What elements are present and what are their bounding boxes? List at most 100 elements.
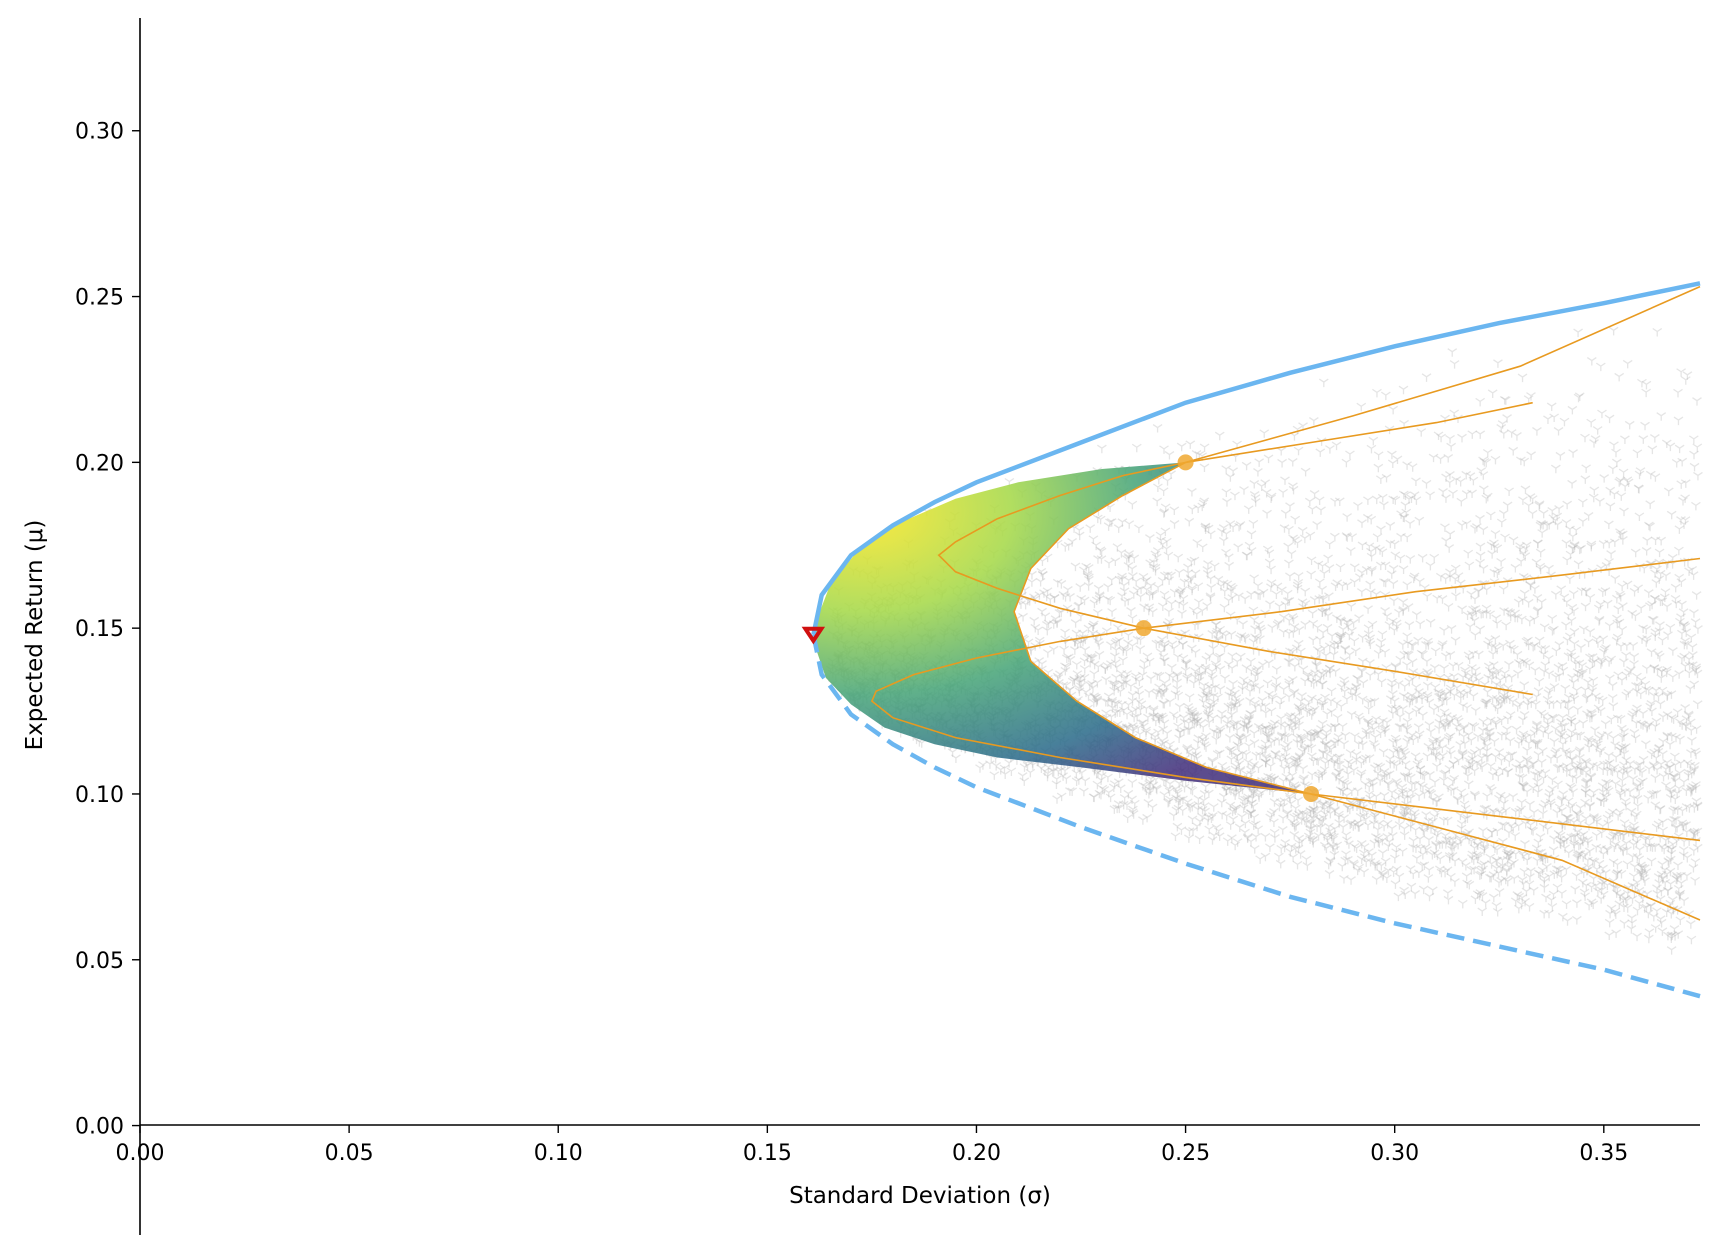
portfolio-point bbox=[1207, 674, 1218, 684]
portfolio-point bbox=[1117, 572, 1127, 582]
portfolio-point bbox=[1056, 608, 1067, 618]
portfolio-point bbox=[1310, 669, 1320, 678]
portfolio-point bbox=[1504, 660, 1514, 670]
portfolio-point bbox=[1421, 373, 1432, 382]
portfolio-point bbox=[1615, 746, 1625, 756]
portfolio-point bbox=[1380, 607, 1390, 616]
portfolio-point bbox=[1421, 811, 1431, 820]
portfolio-point bbox=[1322, 750, 1332, 759]
portfolio-point bbox=[1117, 700, 1127, 710]
portfolio-point bbox=[1316, 701, 1327, 711]
portfolio-point bbox=[1153, 483, 1163, 492]
portfolio-point bbox=[1475, 558, 1485, 568]
portfolio-point bbox=[1614, 478, 1625, 487]
portfolio-point bbox=[1470, 631, 1481, 640]
portfolio-point bbox=[1424, 788, 1435, 798]
portfolio-point bbox=[1648, 615, 1659, 625]
portfolio-point bbox=[1309, 490, 1320, 499]
portfolio-point bbox=[1428, 737, 1438, 747]
portfolio-point bbox=[1080, 777, 1091, 786]
portfolio-point bbox=[1329, 723, 1340, 732]
portfolio-point bbox=[1398, 385, 1409, 395]
portfolio-point bbox=[1518, 549, 1529, 559]
portfolio-point bbox=[1111, 646, 1122, 655]
portfolio-point bbox=[1595, 362, 1606, 372]
portfolio-point bbox=[1475, 542, 1486, 552]
portfolio-point bbox=[1576, 643, 1586, 653]
portfolio-point bbox=[1205, 530, 1216, 539]
portfolio-point bbox=[1548, 846, 1559, 855]
x-tick-label: 0.35 bbox=[1579, 1141, 1628, 1166]
portfolio-point bbox=[1481, 458, 1492, 468]
portfolio-point bbox=[1585, 847, 1595, 857]
portfolio-point bbox=[1481, 494, 1492, 504]
portfolio-point bbox=[1264, 732, 1274, 741]
portfolio-point bbox=[1531, 693, 1542, 702]
portfolio-point bbox=[1570, 660, 1581, 669]
portfolio-point bbox=[1555, 831, 1566, 841]
portfolio-point bbox=[1318, 814, 1329, 823]
portfolio-point bbox=[1407, 658, 1418, 667]
portfolio-point bbox=[1372, 533, 1383, 542]
portfolio-point bbox=[1653, 820, 1664, 830]
portfolio-point bbox=[1656, 674, 1667, 683]
portfolio-point bbox=[1512, 891, 1523, 900]
portfolio-point bbox=[1266, 725, 1277, 735]
portfolio-point bbox=[1284, 678, 1294, 687]
portfolio-point bbox=[1265, 600, 1275, 609]
portfolio-point bbox=[1257, 696, 1268, 706]
portfolio-point bbox=[1391, 848, 1402, 857]
portfolio-point bbox=[1306, 824, 1317, 834]
portfolio-point bbox=[1688, 571, 1699, 580]
portfolio-point bbox=[1680, 376, 1691, 385]
portfolio-point bbox=[1483, 752, 1493, 762]
portfolio-point bbox=[1493, 359, 1503, 368]
portfolio-point bbox=[1170, 832, 1181, 841]
portfolio-point bbox=[1256, 702, 1266, 712]
portfolio-point bbox=[1594, 734, 1605, 743]
portfolio-point bbox=[1476, 870, 1487, 880]
portfolio-point bbox=[1663, 843, 1674, 853]
portfolio-point bbox=[1364, 783, 1375, 792]
portfolio-point bbox=[1677, 629, 1687, 639]
portfolio-point bbox=[1537, 747, 1548, 756]
portfolio-point bbox=[1034, 636, 1045, 646]
portfolio-point bbox=[1640, 836, 1651, 845]
x-tick-label: 0.15 bbox=[743, 1141, 792, 1166]
portfolio-point bbox=[1184, 706, 1194, 715]
portfolio-point bbox=[1266, 579, 1277, 588]
portfolio-point bbox=[1686, 935, 1697, 945]
portfolio-point bbox=[1163, 798, 1173, 808]
portfolio-point bbox=[1657, 860, 1668, 870]
portfolio-point bbox=[1249, 761, 1259, 770]
portfolio-point bbox=[1471, 672, 1482, 681]
portfolio-point bbox=[1317, 769, 1327, 778]
portfolio-point bbox=[1438, 816, 1449, 826]
portfolio-point bbox=[1588, 814, 1599, 824]
portfolio-point bbox=[1660, 588, 1671, 597]
portfolio-point bbox=[1480, 699, 1490, 709]
portfolio-point bbox=[1446, 625, 1457, 634]
portfolio-point bbox=[1134, 697, 1144, 707]
portfolio-point bbox=[1269, 775, 1279, 785]
portfolio-point bbox=[1379, 768, 1390, 777]
portfolio-point bbox=[1612, 594, 1622, 604]
portfolio-point bbox=[1135, 706, 1146, 715]
portfolio-point bbox=[1249, 739, 1260, 748]
portfolio-point bbox=[1674, 525, 1685, 534]
portfolio-point bbox=[1505, 849, 1516, 859]
portfolio-point bbox=[1467, 750, 1478, 760]
portfolio-point bbox=[1265, 762, 1276, 771]
portfolio-point bbox=[1665, 623, 1676, 633]
portfolio-point bbox=[1279, 797, 1290, 806]
portfolio-point bbox=[1669, 805, 1680, 814]
portfolio-point bbox=[1187, 786, 1198, 796]
portfolio-point bbox=[1418, 885, 1429, 895]
portfolio-point bbox=[1419, 827, 1430, 837]
portfolio-point bbox=[1553, 830, 1564, 839]
portfolio-point bbox=[1291, 821, 1302, 831]
portfolio-point bbox=[1176, 588, 1186, 597]
portfolio-point bbox=[1204, 718, 1214, 728]
portfolio-point bbox=[1215, 727, 1226, 737]
portfolio-point bbox=[1404, 710, 1414, 719]
